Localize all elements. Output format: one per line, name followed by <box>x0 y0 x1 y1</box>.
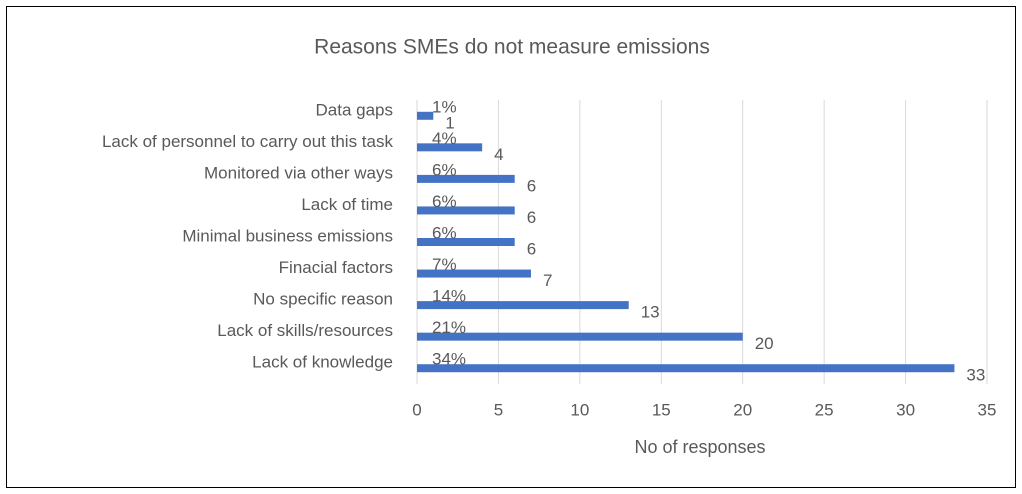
y-tick-label: Minimal business emissions <box>182 226 393 245</box>
bar <box>417 174 515 183</box>
percent-label: 34% <box>432 350 466 369</box>
x-tick-label: 10 <box>570 400 589 419</box>
x-tick-label: 0 <box>412 400 421 419</box>
value-label: 6 <box>527 239 536 258</box>
chart-title: Reasons SMEs do not measure emissions <box>314 36 710 59</box>
bar <box>417 364 955 373</box>
percent-label: 21% <box>432 318 466 337</box>
y-tick-label: Lack of personnel to carry out this task <box>102 132 394 151</box>
y-tick-label: Lack of knowledge <box>252 353 393 372</box>
bar <box>417 111 434 120</box>
percent-label: 7% <box>432 255 457 274</box>
value-label: 7 <box>543 271 552 290</box>
percent-label: 1% <box>432 97 457 116</box>
bar <box>417 143 483 152</box>
x-tick-label: 30 <box>896 400 915 419</box>
y-tick-label: Data gaps <box>316 100 394 119</box>
bar <box>417 332 743 341</box>
y-tick-label: Lack of time <box>301 195 393 214</box>
value-label: 20 <box>755 334 774 353</box>
percent-label: 6% <box>432 223 457 242</box>
y-tick-label: Finacial factors <box>279 258 393 277</box>
value-label: 6 <box>527 176 536 195</box>
percent-label: 4% <box>432 129 457 148</box>
y-tick-label: No specific reason <box>253 290 393 309</box>
value-label: 6 <box>527 208 536 227</box>
x-tick-label: 25 <box>815 400 834 419</box>
bar <box>417 206 515 215</box>
bar <box>417 238 515 246</box>
x-tick-label: 5 <box>494 400 503 419</box>
x-tick-label: 15 <box>652 400 671 419</box>
bar <box>417 301 629 310</box>
value-label: 33 <box>966 366 985 385</box>
value-label: 4 <box>494 145 503 164</box>
percent-label: 14% <box>432 287 466 306</box>
value-label: 13 <box>641 303 660 322</box>
chart-border <box>6 6 1016 488</box>
x-tick-label: 35 <box>978 400 997 419</box>
y-tick-label: Lack of skills/resources <box>217 321 393 340</box>
percent-label: 6% <box>432 192 457 211</box>
percent-label: 6% <box>432 160 457 179</box>
x-tick-label: 20 <box>733 400 752 419</box>
bar <box>417 269 531 278</box>
x-axis-title: No of responses <box>634 437 765 457</box>
value-label: 1 <box>445 113 454 132</box>
y-tick-label: Monitored via other ways <box>204 163 393 182</box>
